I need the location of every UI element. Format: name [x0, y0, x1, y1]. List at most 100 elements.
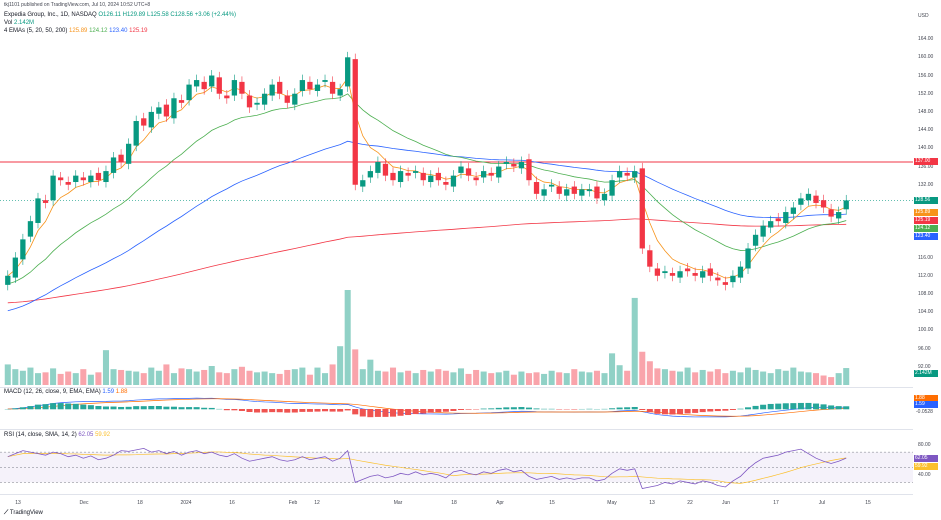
- candle-body: [798, 198, 804, 205]
- candle-body: [662, 271, 668, 274]
- candle-body: [692, 273, 698, 276]
- candle-body: [269, 84, 275, 96]
- ema-legend[interactable]: 4 EMAs (5, 20, 50, 200) 125.89 124.12 12…: [4, 27, 148, 35]
- candle-body: [616, 171, 623, 178]
- macd-signal-tag: 1.88: [914, 394, 938, 402]
- volume-bar: [420, 369, 427, 385]
- macd-histogram-bar: [80, 404, 87, 410]
- macd-histogram-bar: [193, 407, 200, 410]
- macd-value-tag: 1.59: [914, 400, 938, 408]
- price-tag: 124.12: [914, 225, 938, 233]
- symbol-legend[interactable]: Expedia Group, Inc., 1D, NASDAQ O126.11 …: [4, 11, 236, 19]
- macd-histogram-bar: [19, 407, 26, 410]
- time-tick-label: 15: [549, 500, 555, 506]
- candle-body: [382, 163, 389, 176]
- candle-body: [322, 80, 328, 82]
- macd-histogram-bar: [291, 409, 298, 413]
- macd-histogram-bar: [767, 403, 774, 410]
- time-tick-label: 2024: [180, 500, 192, 506]
- macd-legend[interactable]: MACD (12, 26, close, 9, EMA, EMA) 1.59 1…: [4, 388, 127, 396]
- volume-bar: [812, 373, 820, 385]
- macd-histogram-bar: [684, 409, 691, 414]
- volume-bar: [495, 372, 502, 385]
- macd-histogram-bar: [692, 409, 699, 413]
- macd-histogram-bar: [775, 403, 782, 410]
- candle-body: [473, 177, 479, 181]
- macd-histogram-bar: [745, 407, 752, 410]
- candle-body: [632, 171, 638, 178]
- volume-bar: [737, 372, 744, 385]
- volume-bar: [435, 369, 442, 385]
- volume-bar: [503, 370, 510, 385]
- candle-body: [813, 195, 819, 203]
- volume-bar: [835, 373, 842, 385]
- volume-bar: [473, 369, 480, 385]
- volume-bar: [284, 369, 291, 385]
- candle-body: [481, 171, 487, 178]
- time-tick-label: 13: [15, 500, 21, 506]
- price-tag: 137.00: [914, 158, 938, 166]
- candle-body: [768, 221, 774, 228]
- candle-body: [12, 257, 18, 278]
- candle-body: [292, 93, 298, 105]
- volume-bar: [412, 373, 419, 385]
- candle-body: [231, 80, 238, 96]
- price-tick-label: 136.00: [918, 163, 934, 170]
- macd-histogram-bar: [352, 409, 359, 415]
- volume-bar: [246, 370, 253, 385]
- volume-bar: [374, 370, 381, 385]
- macd-histogram-bar: [480, 408, 487, 410]
- pane-divider-macd[interactable]: [0, 387, 913, 388]
- volume-bar: [820, 375, 827, 385]
- volume-bar: [125, 370, 132, 385]
- macd-histogram-bar: [344, 409, 351, 411]
- macd-histogram-bar: [790, 403, 797, 410]
- volume-bar: [155, 370, 162, 385]
- macd-histogram-bar: [276, 409, 283, 413]
- candle-body: [677, 271, 683, 278]
- macd-zero-label: -0.0528: [916, 409, 933, 415]
- macd-histogram-bar: [238, 409, 245, 411]
- ohlc-values: O126.11 H129.89 L125.58 C128.56 +3.06 (+…: [98, 12, 237, 18]
- macd-histogram-bar: [337, 409, 344, 412]
- time-tick-label: 16: [229, 500, 235, 506]
- candle-body: [609, 180, 615, 196]
- macd-histogram-bar: [427, 409, 434, 413]
- symbol-title: Expedia Group, Inc., 1D, NASDAQ: [4, 12, 97, 18]
- tradingview-logo[interactable]: ⟋ TradingView: [4, 510, 43, 517]
- price-tick-label: 160.00: [918, 54, 934, 61]
- volume-bar: [367, 359, 374, 385]
- macd-histogram-bar: [420, 409, 427, 414]
- volume-bar: [699, 369, 706, 385]
- volume-bar: [276, 373, 283, 385]
- candle-body: [299, 80, 306, 91]
- macd-histogram-bar: [299, 409, 306, 412]
- candle-body: [390, 172, 396, 181]
- candle-body: [730, 275, 736, 283]
- price-tag: 125.19: [914, 217, 938, 225]
- volume-legend[interactable]: Vol 2.142M: [4, 19, 34, 27]
- time-tick-label: Apr: [496, 500, 504, 506]
- time-tick-label: 13: [649, 500, 655, 506]
- volume-bar: [291, 369, 298, 385]
- candle-body: [420, 172, 426, 181]
- macd-histogram-bar: [646, 409, 653, 413]
- volume-bar: [790, 367, 797, 385]
- macd-histogram-bar: [261, 409, 268, 413]
- rsi-legend[interactable]: RSI (14, close, SMA, 14, 2) 62.05 59.92: [4, 431, 110, 439]
- candle-body: [80, 177, 86, 181]
- candle-body: [345, 57, 351, 87]
- volume-bar: [201, 369, 208, 385]
- macd-histogram-bar: [95, 406, 102, 410]
- macd-histogram-bar: [50, 403, 57, 410]
- price-tag: 128.56: [914, 196, 938, 204]
- macd-histogram-bar: [163, 406, 170, 410]
- candle-body: [277, 81, 283, 94]
- macd-histogram-bar: [140, 406, 147, 410]
- volume-bar: [12, 369, 19, 385]
- volume-bar: [27, 367, 34, 385]
- macd-histogram-bar: [42, 404, 49, 410]
- pane-divider-rsi[interactable]: [0, 429, 913, 430]
- candle-body: [367, 171, 373, 178]
